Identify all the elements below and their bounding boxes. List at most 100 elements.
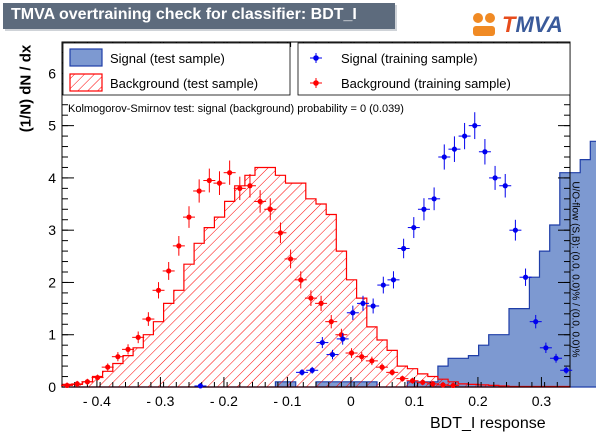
signal-train-point — [340, 336, 346, 342]
x-tick-label: - 0.3 — [146, 393, 174, 409]
signal-train-point — [543, 345, 549, 351]
x-tick-label: - 0.4 — [83, 393, 111, 409]
signal-train-point — [502, 183, 508, 189]
background-train-point — [267, 206, 273, 212]
tmva-logo-text: TMVA — [502, 12, 563, 37]
background-train-point — [125, 346, 131, 352]
background-train-point — [74, 381, 80, 387]
legend-background-test-swatch — [69, 73, 103, 92]
x-tick-label: - 0.2 — [210, 393, 238, 409]
background-train-point — [166, 268, 172, 274]
background-train-point — [135, 334, 141, 340]
signal-train-point — [522, 274, 529, 280]
axes: - 0.4 - 0.3 - 0.2 - 0.1 0 0.1 0.2 0.3 0 1 2 3 4 5 6 — [48, 41, 571, 409]
background-train-point — [359, 354, 365, 360]
y-tick-label: 2 — [48, 274, 56, 290]
background-test-histogram — [61, 166, 571, 388]
y-tick-label: 5 — [48, 118, 56, 134]
signal-train-point — [411, 224, 417, 231]
legend-signal-train-label: Signal (training sample) — [341, 51, 478, 66]
signal-train-point — [553, 355, 559, 361]
background-train-point — [277, 230, 284, 236]
background-train-point — [430, 381, 436, 387]
background-train-point — [379, 364, 385, 370]
background-train-point — [318, 300, 324, 306]
x-tick-label: 0.2 — [468, 393, 488, 409]
signal-train-point — [451, 146, 458, 152]
background-train-point — [206, 177, 212, 184]
signal-train-point — [482, 149, 488, 155]
signal-train-point — [319, 339, 325, 346]
signal-train-point — [197, 383, 204, 389]
legend-signal-test-swatch — [69, 48, 103, 67]
signal-train-point — [329, 351, 336, 358]
background-train-point — [186, 214, 192, 220]
background-train-point — [298, 277, 304, 283]
signal-train-point — [421, 206, 427, 212]
signal-train-point — [350, 310, 356, 316]
x-tick-label: 0.1 — [405, 393, 425, 409]
signal-train-point — [401, 245, 407, 252]
signal-train-point — [309, 367, 315, 373]
signal-train-point — [533, 319, 539, 325]
background-train-point — [64, 382, 70, 389]
tmva-logo-icon — [473, 13, 495, 36]
signal-train-point — [380, 282, 386, 288]
background-train-point — [257, 198, 263, 205]
background-train-point — [328, 319, 334, 325]
ks-test-text: Kolmogorov-Smirnov test: signal (backgro… — [68, 103, 404, 115]
x-tick-label: 0.3 — [532, 393, 552, 409]
signal-train-point — [370, 303, 376, 309]
signal-train-point — [461, 133, 468, 139]
background-train-point — [145, 316, 151, 322]
background-test-area — [61, 166, 571, 388]
background-train-point — [348, 350, 355, 356]
background-train-point — [227, 170, 233, 176]
chart-title: TMVA overtraining check for classifier: … — [11, 6, 357, 23]
background-train-point — [420, 379, 426, 385]
x-tick-label: 0 — [347, 393, 355, 409]
legend: Signal (test sample) Background (test sam… — [62, 42, 571, 96]
background-train-point — [389, 369, 395, 375]
signal-train-point — [299, 369, 305, 375]
background-train-point — [369, 358, 375, 364]
background-train-point — [216, 180, 223, 186]
background-train-point — [196, 188, 202, 194]
signal-train-point — [472, 123, 478, 129]
signal-train-point — [431, 196, 437, 202]
legend-background-test-label: Background (test sample) — [110, 76, 258, 91]
y-axis-label: (1/N) dN / dx — [17, 44, 35, 133]
signal-train-point — [441, 154, 447, 160]
signal-train-point — [390, 277, 397, 283]
signal-train-point — [563, 367, 569, 373]
overflow-text: U/O-flow (S,B): (0.0, 0.0)% / (0.0, 0.0)… — [569, 181, 581, 358]
background-train-point — [440, 382, 446, 388]
y-tick-label: 4 — [48, 170, 56, 186]
background-train-point — [237, 185, 243, 191]
tmva-logo: TMVA — [470, 8, 590, 44]
background-train-point — [105, 364, 111, 370]
signal-train-point — [492, 175, 498, 181]
background-train-point — [176, 243, 182, 249]
background-train-point — [115, 354, 121, 360]
background-train-point — [155, 287, 162, 293]
background-train-point — [399, 376, 405, 382]
background-train-point — [308, 295, 314, 301]
legend-box-right — [297, 42, 571, 96]
background-train-point — [288, 256, 294, 262]
legend-signal-test-label: Signal (test sample) — [110, 51, 225, 66]
legend-background-train-label: Background (training sample) — [341, 76, 511, 91]
y-tick-label: 0 — [48, 379, 56, 395]
x-tick-label: - 0.1 — [273, 393, 301, 409]
x-axis-label: BDT_I response — [430, 415, 546, 432]
background-train-point — [450, 382, 456, 389]
y-tick-label: 3 — [48, 222, 56, 238]
legend-background-train-marker — [313, 80, 319, 86]
background-train-point — [409, 378, 416, 384]
signal-train-point — [512, 227, 518, 233]
y-tick-label: 1 — [48, 327, 56, 343]
y-tick-label: 6 — [48, 65, 56, 81]
background-train-point — [94, 374, 101, 381]
training-markers — [61, 112, 573, 389]
